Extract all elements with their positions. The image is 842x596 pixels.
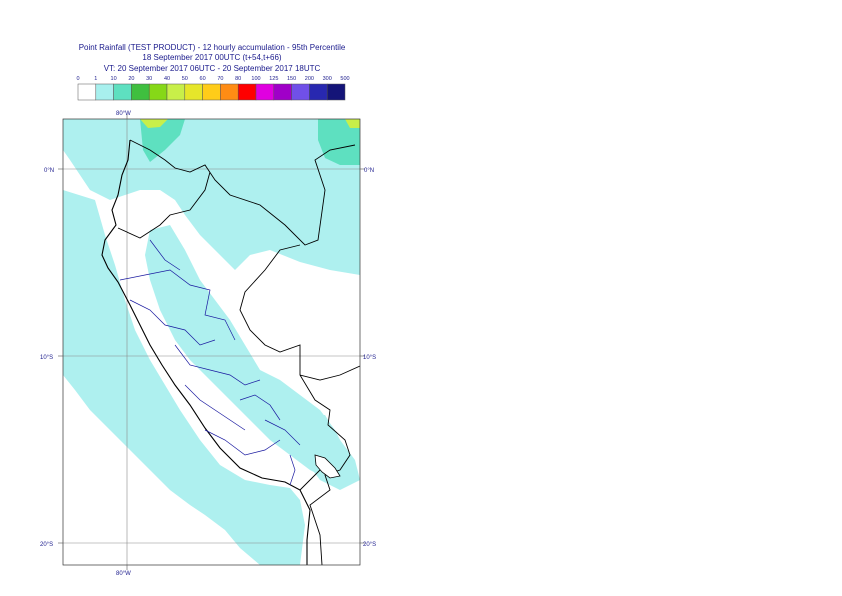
legend-threshold-label: 80 <box>235 76 241 82</box>
legend-threshold-label: 40 <box>164 76 170 82</box>
map-frame <box>62 118 361 566</box>
lake-titicaca <box>314 454 341 479</box>
map-validity-time: VT: 20 September 2017 06UTC - 20 Septemb… <box>103 64 321 73</box>
legend-threshold-label: 60 <box>200 76 206 82</box>
legend-threshold-label: 70 <box>217 76 223 82</box>
legend-threshold-label: 1 <box>94 76 97 82</box>
legend-threshold-label: 30 <box>146 76 152 82</box>
legend-threshold-label: 150 <box>287 76 296 82</box>
internal-region-boundaries <box>119 239 301 486</box>
legend-threshold-label: 20 <box>128 76 134 82</box>
legend-threshold-label: 125 <box>269 76 278 82</box>
dry-interior-region <box>235 255 360 380</box>
lon-label-top: 80°W <box>116 111 131 117</box>
country-borders <box>117 139 360 565</box>
rain-area-north <box>63 119 360 275</box>
lat-label-right: 20°S <box>363 542 376 548</box>
legend-threshold-label: 300 <box>323 76 332 82</box>
lat-label-left: 0°N <box>44 168 54 174</box>
legend-threshold-label: 200 <box>305 76 314 82</box>
rain-area-west-sea <box>63 190 305 565</box>
legend-threshold-label: 50 <box>182 76 188 82</box>
graticule-ticks <box>58 114 365 570</box>
rain-area-heavy-nw <box>140 119 168 128</box>
legend-threshold-label: 10 <box>111 76 117 82</box>
coastline <box>101 139 311 565</box>
lat-label-left: 20°S <box>40 542 53 548</box>
legend-swatch <box>326 83 346 101</box>
lat-label-right: 0°N <box>364 168 374 174</box>
map-run-time: 18 September 2017 00UTC (t+54,t+66) <box>142 53 282 62</box>
legend-threshold-label: 0 <box>76 76 79 82</box>
legend-threshold-label: 100 <box>251 76 260 82</box>
graticule <box>63 119 360 565</box>
rain-area-heavy-ne <box>345 119 360 128</box>
legend-threshold-label: 500 <box>340 76 349 82</box>
lon-label-bottom: 80°W <box>116 571 131 577</box>
color-legend: 0 1 10 20 30 40 50 60 70 80 100 125 150 200 300 500 <box>76 76 350 101</box>
lat-label-right: 10°S <box>363 355 376 361</box>
lat-label-left: 10°S <box>40 355 53 361</box>
rain-area-bolivia <box>298 415 360 490</box>
rain-area-moderate-ne <box>318 119 360 165</box>
map-title: Point Rainfall (TEST PRODUCT) - 12 hourl… <box>78 43 346 52</box>
